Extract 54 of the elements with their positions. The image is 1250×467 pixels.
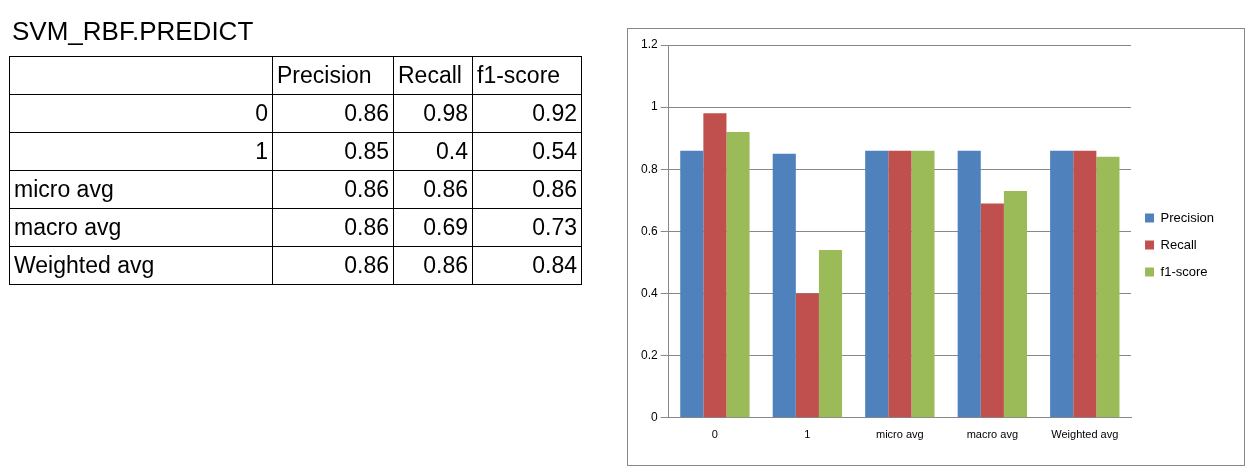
y-tick-label: 0.8 <box>640 161 658 176</box>
bar <box>980 203 1004 418</box>
legend-label: Precision <box>272 56 394 95</box>
bar <box>888 150 912 418</box>
data-label: 0.85 <box>272 132 394 171</box>
data-label: 0.69 <box>393 208 473 247</box>
category-label: 0 <box>9 94 273 133</box>
data-label: 0.73 <box>472 208 582 247</box>
legend-label: Precision <box>1160 209 1214 225</box>
bar <box>957 150 981 418</box>
x-tick-label: micro avg <box>876 428 924 441</box>
x-tick-label: Weighted avg <box>1051 428 1119 441</box>
y-tick-label: 1 <box>650 99 658 114</box>
x-tick-label: 0 <box>711 428 718 441</box>
bar <box>703 113 727 418</box>
data-label: 0.4 <box>393 132 473 171</box>
data-label: 0.86 <box>272 94 394 133</box>
legend-label: Recall <box>393 56 473 95</box>
data-label: 0.98 <box>393 94 473 133</box>
y-tick-label: 0.6 <box>640 223 658 238</box>
y-tick-label: 0.4 <box>640 285 658 300</box>
legend-label: f1-score <box>1160 263 1208 279</box>
x-tick-label: macro avg <box>966 428 1019 441</box>
category-label: 1 <box>9 132 273 171</box>
data-label: 0.86 <box>393 246 473 285</box>
bar <box>795 293 819 418</box>
text: f1-score <box>472 56 582 95</box>
category-label: micro avg <box>9 170 273 209</box>
data-label: 0.86 <box>393 170 473 209</box>
category-label: macro avg <box>9 208 273 247</box>
legend-label: Recall <box>1160 236 1197 252</box>
bar <box>911 150 935 418</box>
text: SVM_RBF.PREDICT <box>12 16 254 47</box>
bar <box>1096 156 1120 418</box>
bar <box>1073 150 1097 418</box>
data-label: 0.84 <box>472 246 582 285</box>
data-label: 0.54 <box>472 132 582 171</box>
data-label: 0.86 <box>272 246 394 285</box>
y-tick-label: 0.2 <box>640 347 658 362</box>
y-tick-label: 0 <box>650 410 658 425</box>
bar <box>772 153 796 418</box>
data-label: 0.86 <box>272 208 394 247</box>
bar <box>1003 191 1027 418</box>
y-tick-label: 1.2 <box>640 37 658 52</box>
data-label: 0.86 <box>272 170 394 209</box>
bar <box>818 250 843 418</box>
x-tick-label: 1 <box>804 428 811 441</box>
bar <box>680 150 704 418</box>
data-label: 0.86 <box>472 170 582 209</box>
bar <box>1050 150 1074 418</box>
bar <box>726 131 750 418</box>
data-label: 0.92 <box>472 94 582 133</box>
bar <box>865 150 889 418</box>
category-label: Weighted avg <box>9 246 273 285</box>
